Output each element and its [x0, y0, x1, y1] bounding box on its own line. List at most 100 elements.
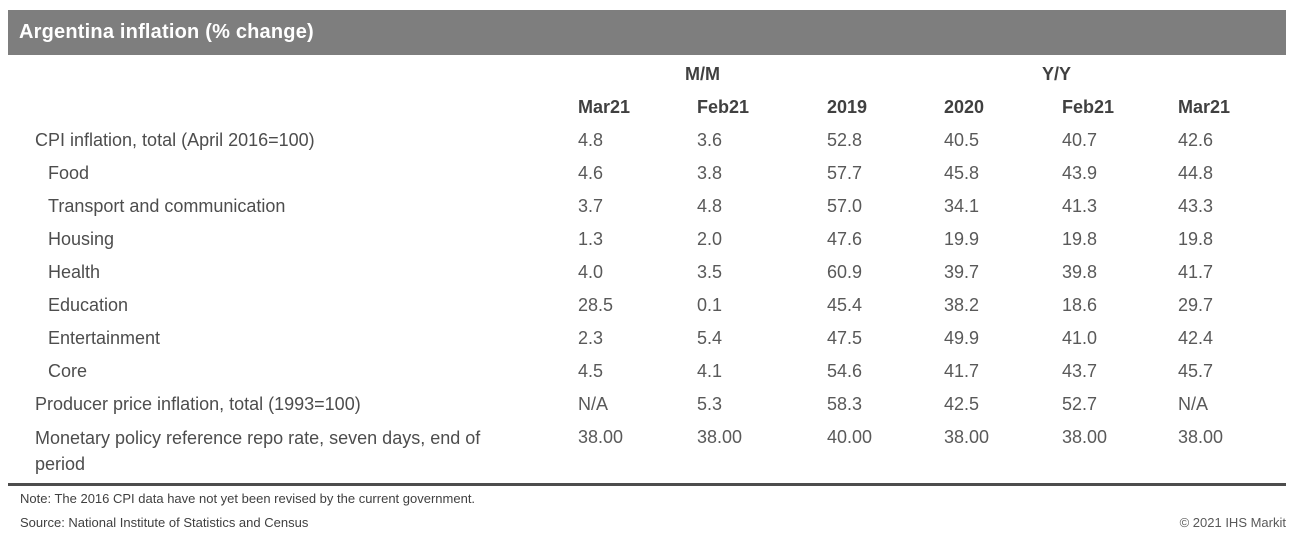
cell: 41.0 [1062, 328, 1098, 348]
column-header: Mar21 [1178, 97, 1231, 117]
cell: 3.5 [697, 262, 723, 282]
group-header-mm: M/M [685, 64, 720, 84]
cell: 3.8 [697, 163, 723, 183]
spacer-cell [8, 58, 578, 90]
cell: 54.6 [827, 361, 863, 381]
table-row: Food 4.6 3.8 57.7 45.8 43.9 44.8 [8, 157, 1286, 190]
column-header: 2019 [827, 97, 868, 117]
cell: 19.8 [1062, 229, 1098, 249]
cell: 49.9 [944, 328, 980, 348]
cell: 40.7 [1062, 130, 1098, 150]
row-label: Health [48, 262, 101, 282]
cell: 1.3 [578, 229, 604, 249]
cell: 41.7 [1178, 262, 1214, 282]
cell: 4.6 [578, 163, 604, 183]
cell: 43.7 [1062, 361, 1098, 381]
cell: 45.8 [944, 163, 980, 183]
column-header-row: Mar21 Feb21 2019 2020 Feb21 Mar21 [8, 90, 1286, 124]
cell: 4.8 [697, 196, 723, 216]
row-label: Education [48, 295, 129, 315]
cell: 4.5 [578, 361, 604, 381]
table-row: Health 4.0 3.5 60.9 39.7 39.8 41.7 [8, 256, 1286, 289]
copyright-text: © 2021 IHS Markit [1179, 515, 1286, 530]
cell: 38.00 [1178, 427, 1224, 447]
table-row: Transport and communication 3.7 4.8 57.0… [8, 190, 1286, 223]
row-label: Food [48, 163, 90, 183]
cell: 18.6 [1062, 295, 1098, 315]
cell: 39.7 [944, 262, 980, 282]
cell: 47.6 [827, 229, 863, 249]
table-row: Monetary policy reference repo rate, sev… [8, 421, 1286, 481]
group-header-yy: Y/Y [1042, 64, 1072, 84]
cell: 19.8 [1178, 229, 1214, 249]
row-label: Entertainment [48, 328, 161, 348]
cell: 44.8 [1178, 163, 1214, 183]
spacer-cell [8, 90, 578, 124]
cell: 47.5 [827, 328, 863, 348]
column-header: Feb21 [1062, 97, 1115, 117]
cell: 40.5 [944, 130, 980, 150]
cell: 28.5 [578, 295, 614, 315]
row-label: Core [48, 361, 88, 381]
cell: 58.3 [827, 394, 863, 414]
cell: 57.7 [827, 163, 863, 183]
cell: 2.0 [697, 229, 723, 249]
column-header: Feb21 [697, 97, 750, 117]
page-title: Argentina inflation (% change) [19, 21, 314, 43]
cell: 39.8 [1062, 262, 1098, 282]
cell: 3.6 [697, 130, 723, 150]
cell: 57.0 [827, 196, 863, 216]
cell: 38.00 [1062, 427, 1108, 447]
cell: 38.2 [944, 295, 980, 315]
footer-divider [8, 483, 1286, 486]
cell: 42.6 [1178, 130, 1214, 150]
table-row: Producer price inflation, total (1993=10… [8, 388, 1286, 421]
cell: 43.3 [1178, 196, 1214, 216]
inflation-table: M/M Y/Y Mar21 Feb21 2019 2020 Feb21 Mar2… [8, 58, 1286, 481]
cell: 4.8 [578, 130, 604, 150]
cell: 5.4 [697, 328, 723, 348]
column-header: 2020 [944, 97, 985, 117]
cell: 45.7 [1178, 361, 1214, 381]
table-row: CPI inflation, total (April 2016=100) 4.… [8, 124, 1286, 157]
column-group-header-row: M/M Y/Y [8, 58, 1286, 90]
cell: 29.7 [1178, 295, 1214, 315]
cell: 2.3 [578, 328, 604, 348]
cell: 0.1 [697, 295, 723, 315]
footnote: Note: The 2016 CPI data have not yet bee… [20, 491, 476, 506]
table-title-bar: Argentina inflation (% change) [8, 10, 1286, 55]
source-text: Source: National Institute of Statistics… [20, 515, 309, 530]
table-row: Education 28.5 0.1 45.4 38.2 18.6 29.7 [8, 289, 1286, 322]
cell: 45.4 [827, 295, 863, 315]
cell: 38.00 [944, 427, 990, 447]
cell: 42.4 [1178, 328, 1214, 348]
cell: 3.7 [578, 196, 604, 216]
cell: 52.8 [827, 130, 863, 150]
cell: 41.7 [944, 361, 980, 381]
cell: 60.9 [827, 262, 863, 282]
cell: N/A [1178, 394, 1209, 414]
column-header: Mar21 [578, 97, 631, 117]
cell: 41.3 [1062, 196, 1098, 216]
cell: N/A [578, 394, 609, 414]
row-label: Transport and communication [48, 196, 286, 216]
table-row: Core 4.5 4.1 54.6 41.7 43.7 45.7 [8, 355, 1286, 388]
row-label: Monetary policy reference repo rate, sev… [35, 428, 481, 474]
footer-row: Source: National Institute of Statistics… [20, 515, 1286, 531]
row-label: Housing [48, 229, 115, 249]
cell: 42.5 [944, 394, 980, 414]
cell: 52.7 [1062, 394, 1098, 414]
row-label: Producer price inflation, total (1993=10… [35, 394, 361, 414]
table-row: Housing 1.3 2.0 47.6 19.9 19.8 19.8 [8, 223, 1286, 256]
cell: 4.1 [697, 361, 723, 381]
cell: 38.00 [697, 427, 743, 447]
table-row: Entertainment 2.3 5.4 47.5 49.9 41.0 42.… [8, 322, 1286, 355]
cell: 38.00 [578, 427, 624, 447]
cell: 34.1 [944, 196, 980, 216]
cell: 40.00 [827, 427, 873, 447]
cell: 43.9 [1062, 163, 1098, 183]
cell: 4.0 [578, 262, 604, 282]
cell: 19.9 [944, 229, 980, 249]
cell: 5.3 [697, 394, 723, 414]
row-label: CPI inflation, total (April 2016=100) [35, 130, 315, 150]
